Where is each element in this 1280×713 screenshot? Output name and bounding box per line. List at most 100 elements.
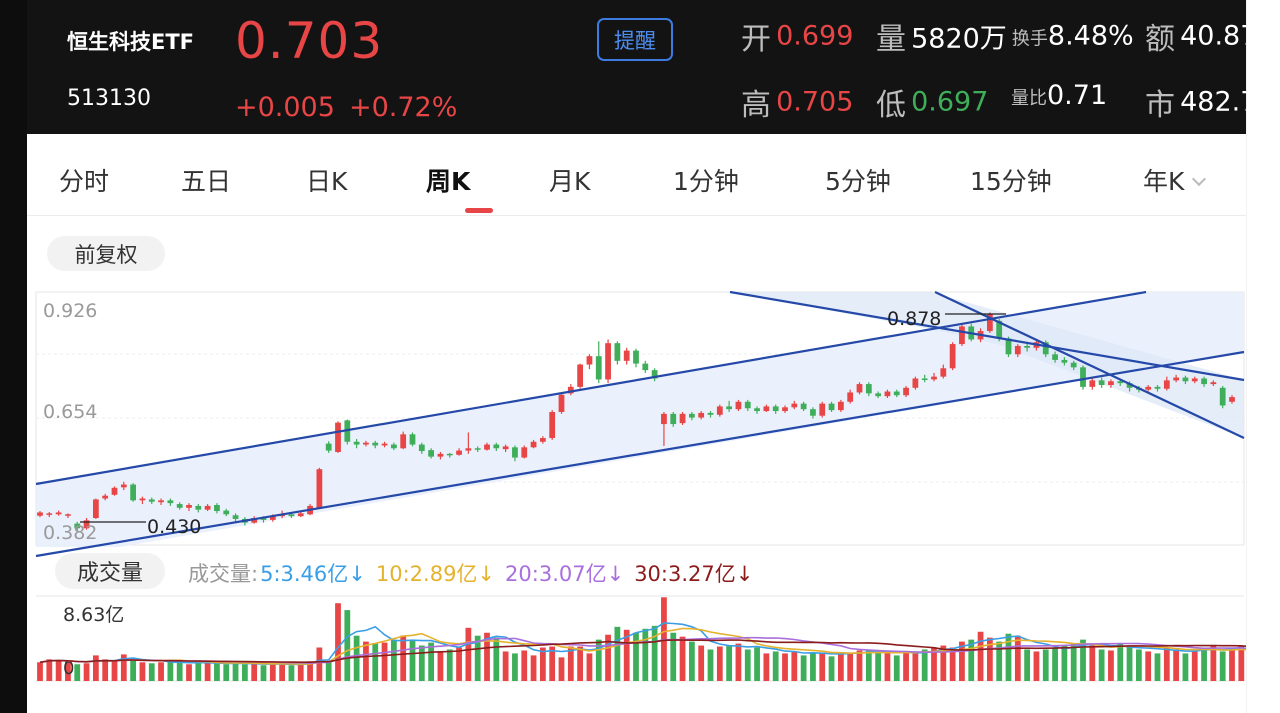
candle-body <box>1126 383 1133 388</box>
high-field: 高 0.705 <box>741 80 853 124</box>
tab-timeshare[interactable]: 分时 <box>59 167 110 196</box>
high-value: 0.705 <box>776 86 854 118</box>
candle-body <box>661 413 667 425</box>
volume-legend-label: 成交量: <box>188 562 259 586</box>
volume-bar <box>623 629 630 681</box>
candle-body <box>707 412 714 415</box>
candle-body <box>1061 359 1068 363</box>
candle-body <box>1191 378 1198 382</box>
candle <box>651 368 658 382</box>
volume-bar <box>502 651 509 681</box>
candle-body <box>744 401 751 409</box>
candle <box>474 446 481 452</box>
volume-bar <box>1219 651 1226 681</box>
candle <box>642 360 649 373</box>
volume-bar <box>744 649 751 681</box>
volume-bar <box>1182 653 1189 681</box>
candle <box>856 382 863 395</box>
candle-body <box>1089 380 1096 387</box>
price-adjust-toggle[interactable]: 前复权 <box>47 236 165 271</box>
candle <box>959 324 965 346</box>
candle-body <box>502 446 509 450</box>
volume-bar <box>912 653 919 681</box>
candle-body <box>1108 381 1114 386</box>
candle-body <box>409 434 416 445</box>
tab-five-day[interactable]: 五日 <box>181 167 232 196</box>
tab-1min[interactable]: 1分钟 <box>673 167 739 196</box>
volume-label: 量 <box>876 22 906 57</box>
candle-body <box>381 443 388 446</box>
candle-body <box>372 442 379 446</box>
candle-body <box>465 448 472 451</box>
candle-body <box>875 393 882 397</box>
candle <box>1182 375 1189 385</box>
tab-5min[interactable]: 5分钟 <box>825 167 891 196</box>
candle-body <box>670 413 677 425</box>
candle-body <box>232 515 239 519</box>
candle <box>688 411 695 421</box>
volume-bar <box>996 641 1003 681</box>
tab-daily-k[interactable]: 日K <box>306 167 348 196</box>
candle-body <box>1052 354 1058 360</box>
candle <box>679 411 686 426</box>
tab-yearly-k[interactable]: 年K <box>1143 162 1207 198</box>
mktcap-label: 市 <box>1145 88 1175 123</box>
candle-body <box>735 401 742 410</box>
volume-bar <box>223 664 230 681</box>
kline-chart[interactable]: 0.926 0.654 0.382 0.878 0.430 8.63亿 0 <box>0 0 1246 713</box>
volume-bar <box>614 626 621 681</box>
volume-bar <box>474 635 481 681</box>
candle-body <box>949 344 956 369</box>
candle-body <box>940 368 947 377</box>
tab-15min[interactable]: 15分钟 <box>970 167 1052 196</box>
volume-bar <box>418 645 425 681</box>
period-tabs: 分时 五日 日K 周K 月K 1分钟 5分钟 15分钟 年K <box>27 142 1246 216</box>
volume-bar <box>130 660 137 681</box>
candle-body <box>698 412 705 418</box>
volume-bar <box>279 663 286 681</box>
candle <box>567 384 574 396</box>
candle <box>120 481 127 491</box>
candle-body <box>763 406 770 412</box>
low-label: 低 <box>876 88 906 123</box>
y-axis-labels: 0.926 0.654 0.382 <box>43 300 97 544</box>
candle-body <box>530 441 537 448</box>
candle <box>903 385 909 398</box>
candle <box>521 445 528 459</box>
candle-body <box>521 447 528 458</box>
volume-bar <box>791 651 798 681</box>
volume-bar <box>437 651 444 681</box>
candle <box>698 411 705 420</box>
volume-indicator-toggle[interactable]: 成交量 <box>55 553 165 589</box>
volume-bar <box>931 647 937 681</box>
volume-bar <box>111 661 118 681</box>
candle <box>921 374 928 383</box>
candle-body <box>1098 380 1105 386</box>
candle <box>390 442 397 451</box>
candle-body <box>428 450 435 457</box>
security-name: 恒生科技ETF <box>67 30 195 54</box>
volume-bar <box>428 642 435 681</box>
candle-body <box>139 498 146 501</box>
candle <box>428 448 435 459</box>
candle-body <box>539 438 546 442</box>
candle-body <box>260 518 267 520</box>
volume-bar <box>260 665 267 681</box>
volume-bar <box>763 653 770 681</box>
volume-bar <box>372 643 379 681</box>
security-code: 513130 <box>67 86 151 111</box>
candle <box>1201 376 1207 387</box>
candle-body <box>1042 342 1049 355</box>
volume-bar <box>120 654 127 681</box>
volume-bar <box>735 643 742 681</box>
candle <box>949 342 956 371</box>
remind-button[interactable]: 提醒 <box>597 18 673 61</box>
candle <box>577 363 584 389</box>
tab-monthly-k[interactable]: 月K <box>549 167 591 196</box>
tab-weekly-k[interactable]: 周K <box>426 167 471 196</box>
candle-body <box>83 520 90 529</box>
candle <box>55 510 62 516</box>
candle-body <box>605 343 611 380</box>
volume-bar <box>1080 639 1086 681</box>
